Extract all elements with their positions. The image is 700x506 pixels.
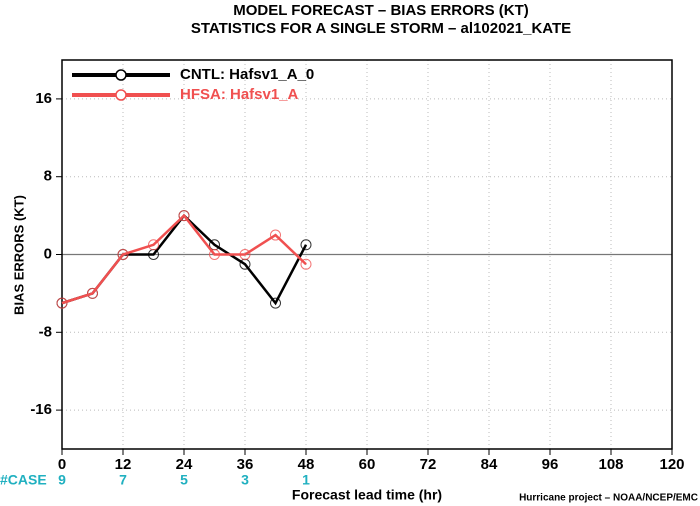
y-tick-label: -8 [39,323,52,340]
x-tick-label: 48 [298,456,315,473]
x-tick-label: 12 [115,456,132,473]
x-tick-label: 72 [420,456,437,473]
x-tick-label: 24 [176,456,193,473]
point [209,249,220,260]
chart-subtitle: STATISTICS FOR A SINGLE STORM – al102021… [191,20,571,37]
y-tick-label: -16 [30,401,52,418]
x-tick-label: 36 [237,456,254,473]
point [56,297,68,309]
point [239,249,251,260]
x-tick-label: 84 [481,456,498,473]
x-tick-label: 120 [659,456,684,473]
point [270,229,281,241]
point [270,297,281,309]
case-label: #CASE [0,472,47,488]
case-count: 7 [119,472,127,488]
point [148,239,159,251]
x-tick-label: 60 [359,456,376,473]
legend-label: HFSA: Hafsv1_A [180,86,299,103]
y-tick-label: 0 [44,245,52,262]
case-count: 3 [241,472,249,488]
legend-marker [115,89,127,101]
chart-title: MODEL FORECAST – BIAS ERRORS (KT) [233,2,529,19]
x-axis-label: Forecast lead time (hr) [292,487,442,503]
y-tick-label: 16 [35,90,52,107]
y-tick-label: 8 [44,168,52,185]
point [300,239,312,251]
point [117,249,129,260]
legend-marker [115,69,127,81]
x-tick-label: 108 [598,456,623,473]
footer: Hurricane project – NOAA/NCEP/EMC [519,493,698,504]
case-count: 1 [302,472,310,488]
x-tick-label: 96 [542,456,559,473]
point [87,287,98,299]
case-count: 5 [180,472,188,488]
point [300,258,312,270]
series-line [61,213,307,305]
point [178,210,190,222]
plot-frame [61,59,673,450]
y-axis-label: BIAS ERRORS (KT) [11,195,26,315]
legend-label: CNTL: Hafsv1_A_0 [180,66,314,83]
case-count: 9 [58,472,66,488]
x-tick-label: 0 [58,456,66,473]
